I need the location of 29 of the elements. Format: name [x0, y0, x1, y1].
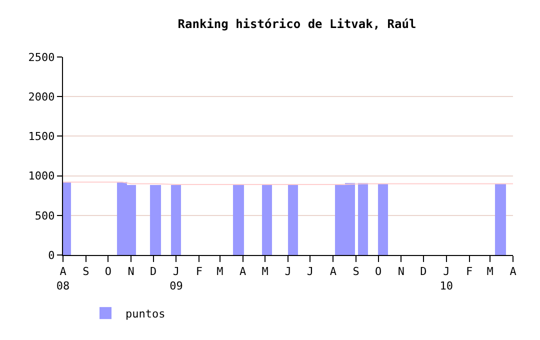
x-tick-label: S	[82, 265, 90, 278]
x-tick-label: O	[104, 265, 112, 278]
x-tick-label: D	[150, 265, 157, 278]
legend-label: puntos	[126, 307, 166, 320]
y-tick-label: 0	[48, 248, 55, 262]
y-tick-label: 2000	[28, 90, 55, 104]
y-tick-label: 2500	[28, 50, 55, 64]
x-tick-label: N	[398, 265, 405, 278]
x-tick-label: A 08	[56, 265, 70, 292]
x-tick-label: F	[466, 265, 473, 278]
x-tick-label: A	[330, 265, 337, 278]
x-tick-label: O	[374, 265, 382, 278]
x-tick-label: J	[284, 265, 292, 278]
x-tick-label: J 10	[440, 265, 454, 292]
x-tick-label: S	[352, 265, 360, 278]
x-tick-label: D	[420, 265, 427, 278]
x-tick-label: N	[128, 265, 134, 278]
y-tick-label: 1500	[28, 130, 55, 144]
x-tick-label: J	[306, 265, 314, 278]
x-tick-label: F	[196, 265, 202, 278]
x-tick-label: M	[486, 265, 494, 278]
chart-title: Ranking histórico de Litvak, Raúl	[178, 17, 416, 31]
x-tick-label: A	[510, 265, 517, 278]
y-tick-label: 500	[34, 209, 55, 222]
x-tick-label: A	[240, 265, 247, 278]
x-tick-label: M	[216, 265, 224, 278]
x-tick-label: J 09	[170, 265, 183, 292]
y-tick-label: 1000	[28, 170, 55, 183]
x-tick-label: M	[262, 265, 269, 278]
